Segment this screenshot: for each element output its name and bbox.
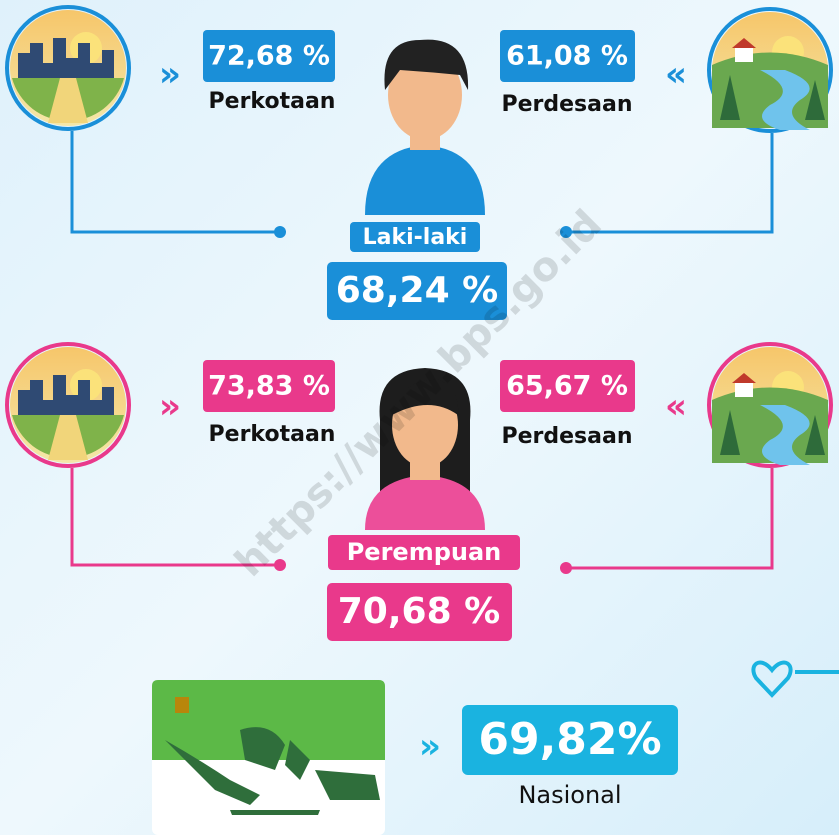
urban-label: Perkotaan: [209, 89, 336, 114]
rural-label: Perdesaan: [501, 92, 632, 117]
female-section: » « 73,83 % Perkotaan 65,67 % Perdesaan …: [5, 342, 833, 641]
city-icon: [5, 342, 131, 468]
chevron: «: [665, 55, 687, 95]
chevron: «: [665, 387, 687, 427]
rural-value: 65,67 %: [506, 371, 628, 402]
gender-label: Laki-laki: [363, 225, 468, 250]
rural-value: 61,08 %: [506, 41, 628, 72]
national-label: Nasional: [518, 781, 621, 809]
male-avatar: [365, 39, 485, 215]
gender-total: 68,24 %: [336, 270, 498, 311]
badge: [327, 583, 512, 641]
connector: [566, 468, 774, 570]
urban-value: 73,83 %: [208, 371, 330, 402]
urban-value: 72,68 %: [208, 41, 330, 72]
badge: [500, 30, 635, 82]
flag-map: [152, 680, 385, 835]
national-section: » 69,82% Nasional: [152, 660, 839, 835]
badge: [203, 360, 335, 412]
village-icon: [707, 7, 833, 133]
dot: [560, 562, 572, 574]
rural-label: Perdesaan: [501, 424, 632, 449]
dot: [560, 226, 572, 238]
national-value: 69,82%: [478, 714, 661, 765]
female-avatar: [365, 368, 485, 530]
chevron: »: [419, 727, 441, 767]
connector: [566, 133, 774, 234]
city-icon: [5, 5, 131, 131]
badge: [328, 535, 520, 570]
badge: [350, 222, 480, 252]
connector: [70, 131, 280, 234]
gender-label: Perempuan: [347, 538, 502, 566]
badge: [462, 705, 678, 775]
chevron: »: [159, 55, 181, 95]
chevron: »: [159, 387, 181, 427]
urban-label: Perkotaan: [209, 422, 336, 447]
dot: [274, 559, 286, 571]
gender-total: 70,68 %: [338, 591, 500, 632]
badge: [203, 30, 335, 82]
village-icon: [707, 342, 833, 468]
badge: [327, 262, 507, 320]
heart-icon: [751, 660, 839, 698]
dot: [274, 226, 286, 238]
male-section: » « 72,68 % Perkotaan 61,08 % Perdesaan …: [5, 5, 833, 320]
connector: [70, 468, 280, 567]
badge: [500, 360, 635, 412]
